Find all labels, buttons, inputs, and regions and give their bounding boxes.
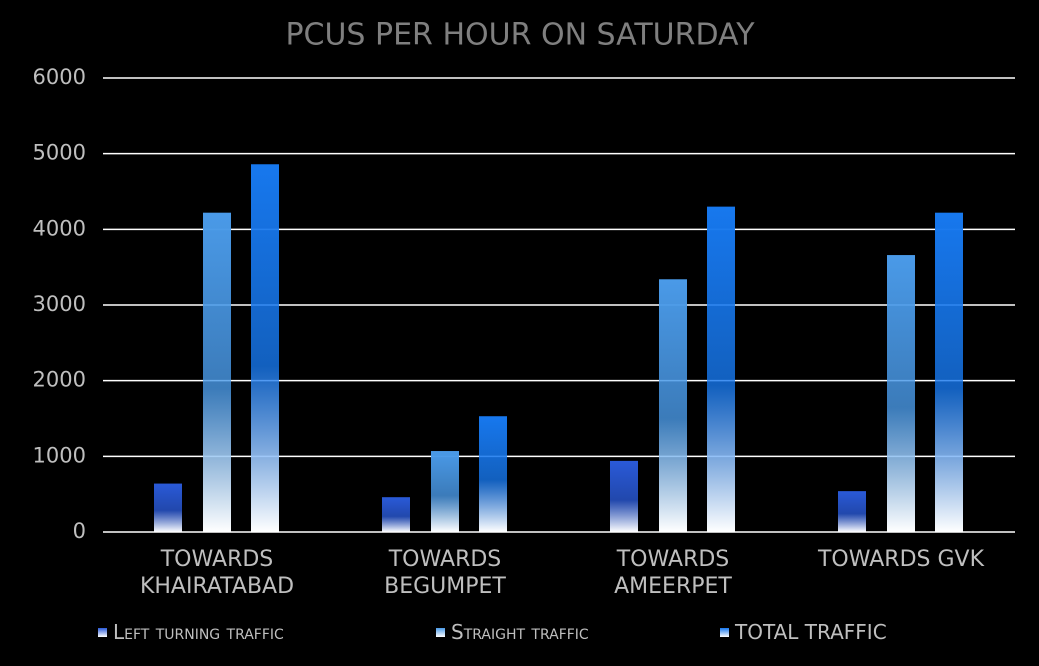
legend-item: TOTAL TRAFFIC	[720, 620, 887, 644]
x-tick-label: TOWARDS KHAIRATABAD	[139, 547, 295, 599]
bar	[154, 483, 182, 532]
y-tick-label: 2000	[33, 368, 86, 392]
legend-swatch	[98, 627, 107, 637]
bar	[659, 279, 687, 532]
legend-label: Straight traffic	[451, 620, 589, 644]
bar	[431, 451, 459, 532]
bar	[935, 212, 963, 533]
bar	[203, 212, 231, 533]
x-tick-label: TOWARDS GVK	[817, 547, 985, 572]
x-tick-label: TOWARDS BEGUMPET	[384, 547, 506, 599]
legend-swatch	[720, 627, 729, 637]
bar	[887, 255, 915, 532]
legend-label: Left turning traffic	[113, 620, 284, 644]
bar	[251, 164, 279, 532]
y-tick-label: 1000	[33, 443, 86, 467]
bar	[479, 416, 507, 532]
legend-label: TOTAL TRAFFIC	[735, 620, 887, 644]
y-tick-label: 0	[73, 519, 86, 543]
bar	[382, 497, 410, 532]
y-tick-label: 4000	[33, 216, 86, 240]
y-tick-label: 5000	[33, 141, 86, 165]
chart-title: PCUS PER HOUR ON SATURDAY	[285, 18, 755, 53]
y-tick-label: 3000	[33, 292, 86, 316]
y-tick-label: 6000	[33, 65, 86, 89]
bar	[610, 460, 638, 532]
legend-swatch	[436, 627, 445, 637]
bar	[838, 491, 866, 532]
x-tick-label: TOWARDS AMEERPET	[614, 547, 732, 599]
legend-item: Left turning traffic	[98, 620, 284, 644]
legend-item: Straight traffic	[436, 620, 589, 644]
bar	[707, 206, 735, 532]
